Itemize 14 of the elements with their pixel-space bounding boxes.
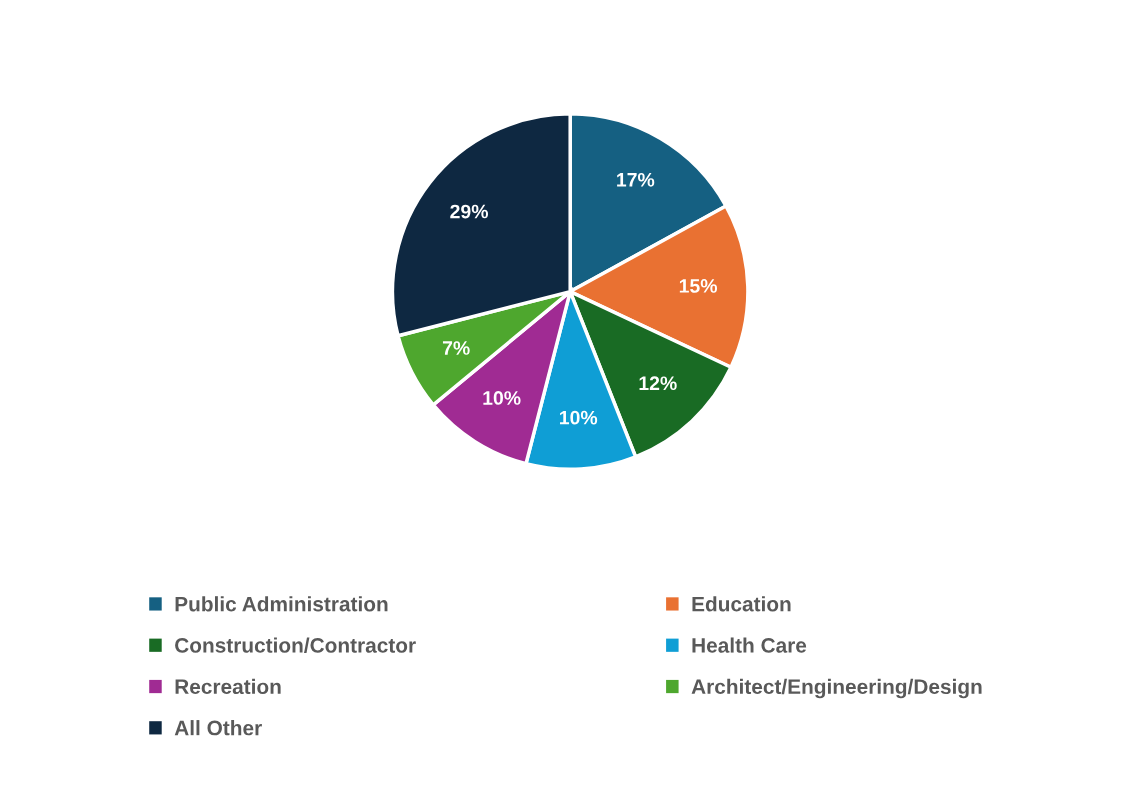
data-label: 10% bbox=[559, 410, 598, 425]
legend-label: Recreation bbox=[175, 678, 281, 695]
legend-label: Education bbox=[692, 596, 791, 612]
data-label: 7% bbox=[442, 341, 470, 355]
data-label: 17% bbox=[617, 172, 655, 187]
data-label: 12% bbox=[639, 376, 677, 391]
legend-label: All Other bbox=[174, 720, 262, 736]
data-label: 29% bbox=[450, 204, 489, 219]
legend-label: Public Administration bbox=[175, 596, 388, 612]
legend-label: Construction/Contractor bbox=[175, 637, 416, 653]
legend-label: Architect/Engineering/Design bbox=[691, 678, 982, 699]
data-label: 10% bbox=[483, 391, 521, 405]
legend-label: Health Care bbox=[692, 637, 807, 653]
data-label: 15% bbox=[679, 279, 718, 293]
